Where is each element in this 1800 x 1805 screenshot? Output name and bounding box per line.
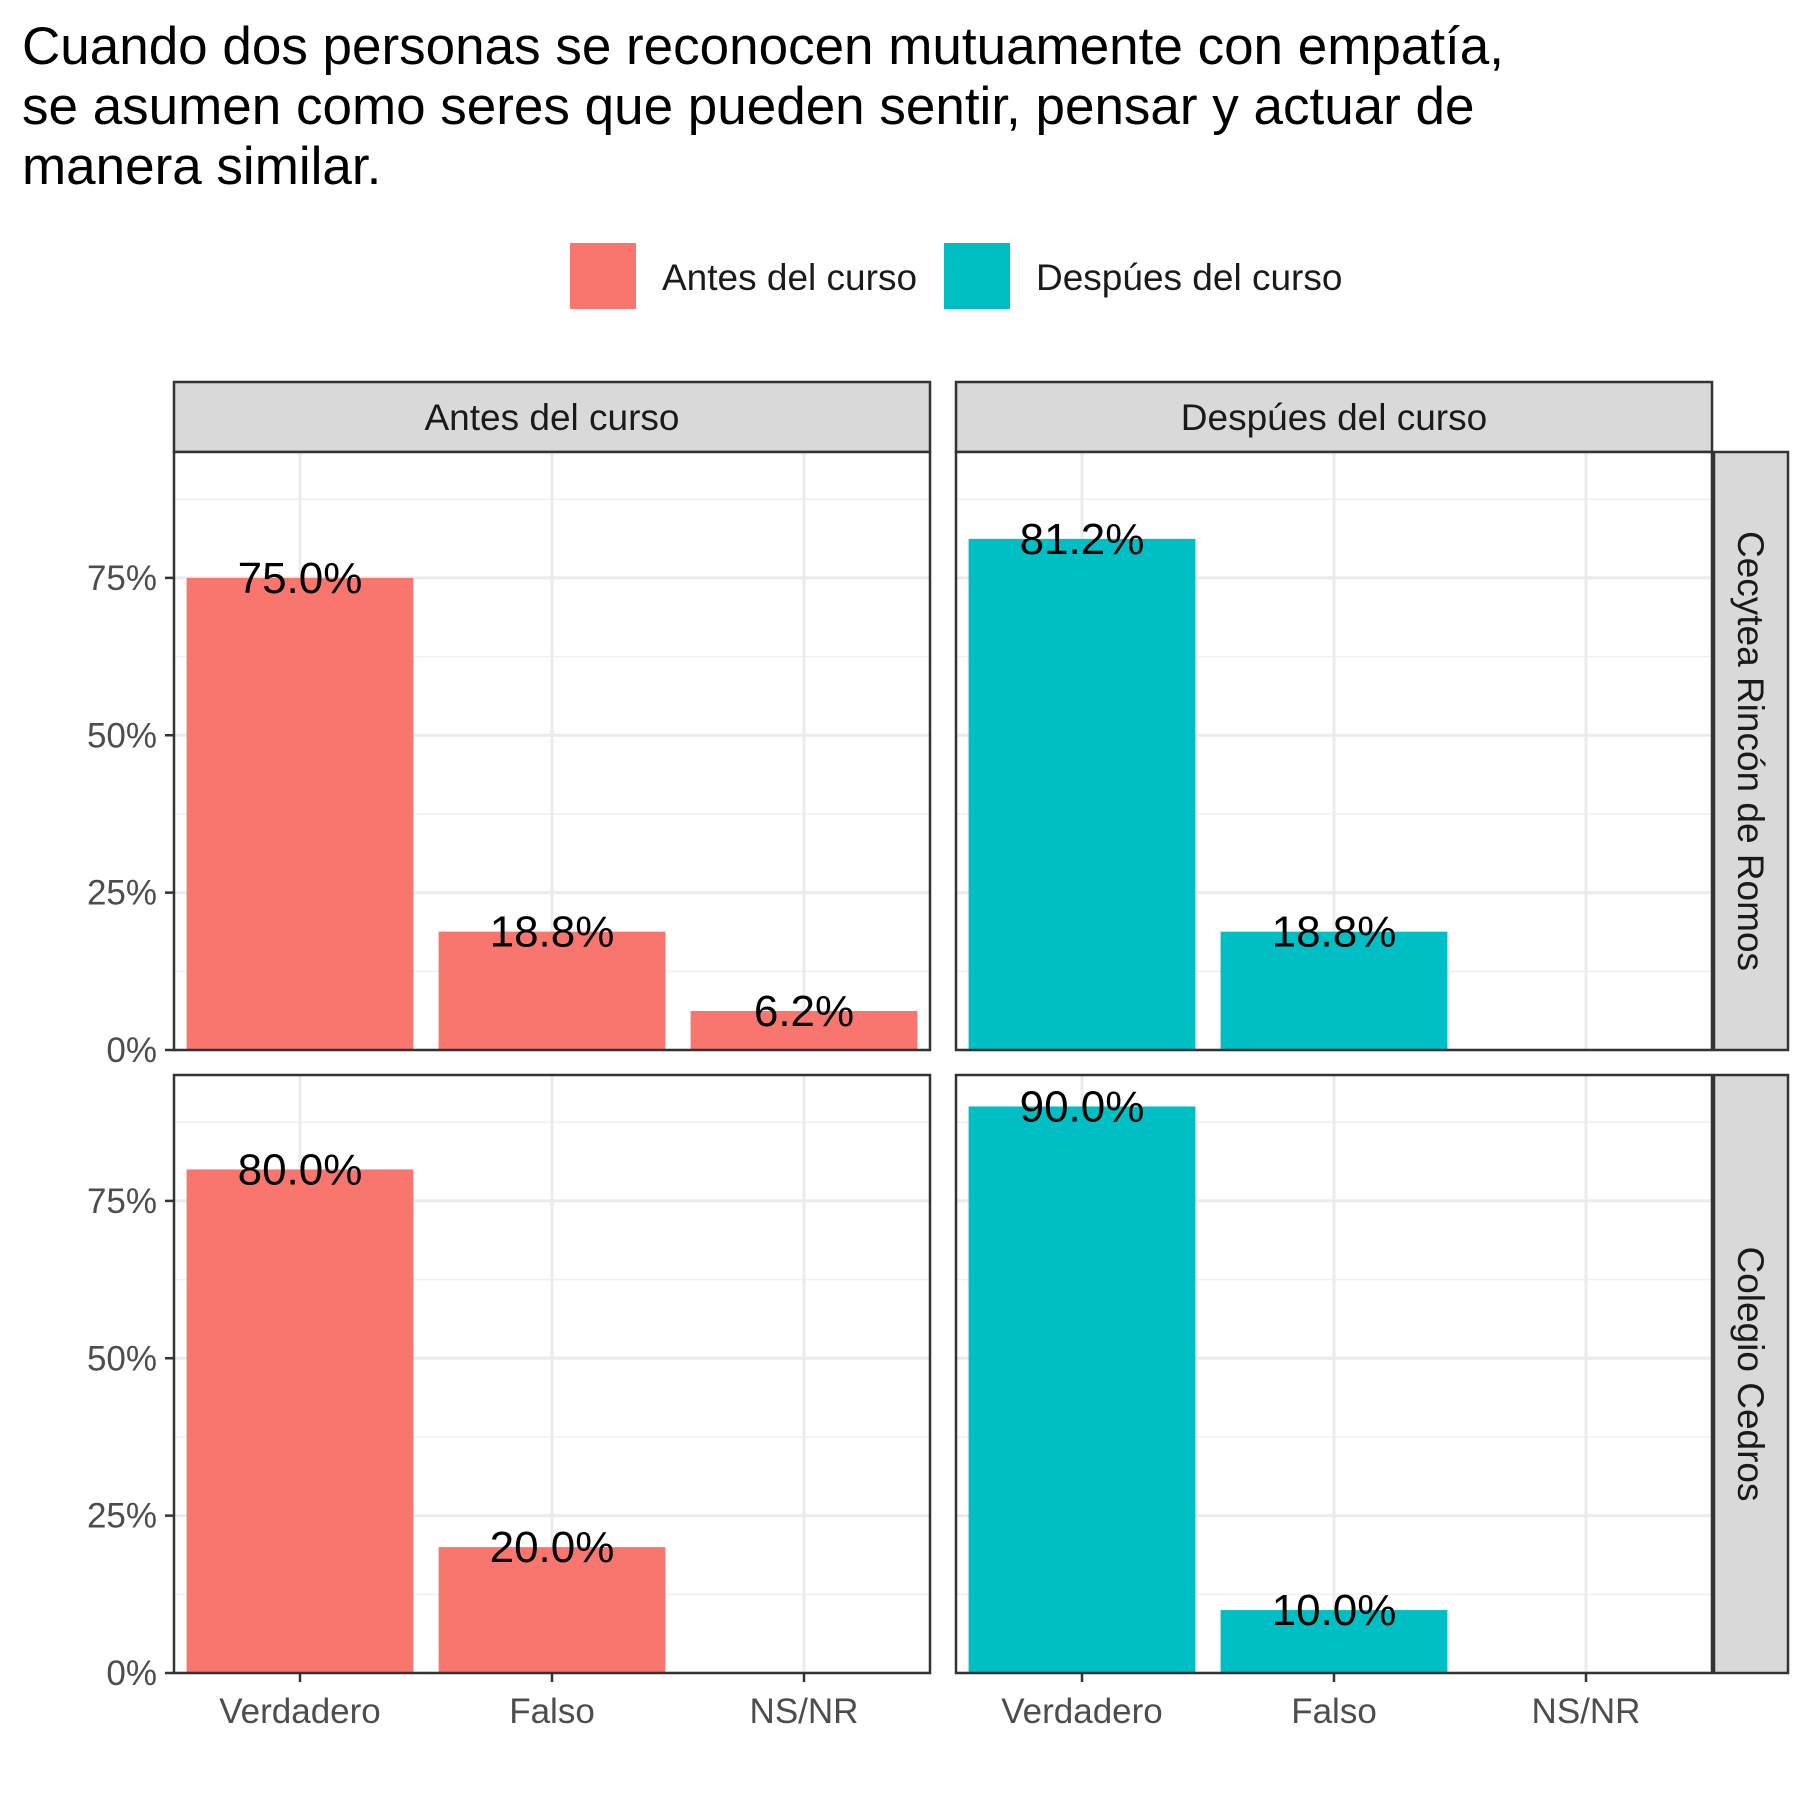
facet-strip-column-label: Antes del curso — [424, 397, 679, 438]
bar — [968, 1106, 1196, 1673]
x-tick-label: NS/NR — [1532, 1692, 1641, 1731]
bar — [438, 1547, 666, 1673]
facet-strip-column — [954, 380, 1714, 454]
bar — [186, 577, 414, 1050]
legend-label: Antes del curso — [662, 257, 917, 298]
bar — [438, 931, 666, 1050]
y-tick-label: 75% — [87, 1182, 157, 1221]
facet-strip-row-label: Cecytea Rincón de Romos — [1730, 531, 1771, 971]
x-tick-label: NS/NR — [750, 1692, 859, 1731]
chart-title-line: se asumen como seres que pueden sentir, … — [22, 77, 1474, 136]
data-label: 18.8% — [490, 908, 615, 957]
bar — [1220, 931, 1448, 1050]
chart-title-line: Cuando dos personas se reconocen mutuame… — [22, 17, 1504, 76]
legend-swatch — [944, 243, 1010, 309]
x-tick-label: Verdadero — [1001, 1692, 1163, 1731]
facet-strip-row — [1712, 450, 1790, 1052]
facet-strip-row — [1712, 1073, 1790, 1675]
facet-strip-row-label: Colegio Cedros — [1730, 1246, 1771, 1501]
data-label: 10.0% — [1272, 1586, 1397, 1635]
data-label: 6.2% — [754, 987, 854, 1036]
data-label: 80.0% — [238, 1145, 363, 1194]
legend-swatch — [570, 243, 636, 309]
panel-border — [954, 450, 1714, 1052]
legend-label: Despúes del curso — [1036, 257, 1342, 298]
y-tick-label: 75% — [87, 559, 157, 598]
data-label: 20.0% — [490, 1523, 615, 1572]
y-tick-label: 0% — [106, 1031, 157, 1070]
facet-strip-column — [172, 380, 932, 454]
bar — [690, 1010, 918, 1050]
panel-border — [172, 450, 932, 1052]
data-label: 81.2% — [1020, 515, 1145, 564]
x-tick-label: Verdadero — [219, 1692, 381, 1731]
chart-title-line: manera similar. — [22, 137, 381, 196]
y-tick-label: 50% — [87, 716, 157, 755]
facet-strip-column-label: Despúes del curso — [1181, 397, 1487, 438]
y-tick-label: 25% — [87, 874, 157, 913]
x-tick-label: Falso — [509, 1692, 595, 1731]
y-tick-label: 0% — [106, 1654, 157, 1693]
y-tick-label: 50% — [87, 1339, 157, 1378]
data-label: 90.0% — [1020, 1082, 1145, 1131]
y-tick-label: 25% — [87, 1497, 157, 1536]
data-label: 18.8% — [1272, 908, 1397, 957]
bar — [968, 538, 1196, 1050]
bar — [186, 1169, 414, 1673]
x-tick-label: Falso — [1291, 1692, 1377, 1731]
data-label: 75.0% — [238, 554, 363, 603]
bar — [1220, 1610, 1448, 1673]
